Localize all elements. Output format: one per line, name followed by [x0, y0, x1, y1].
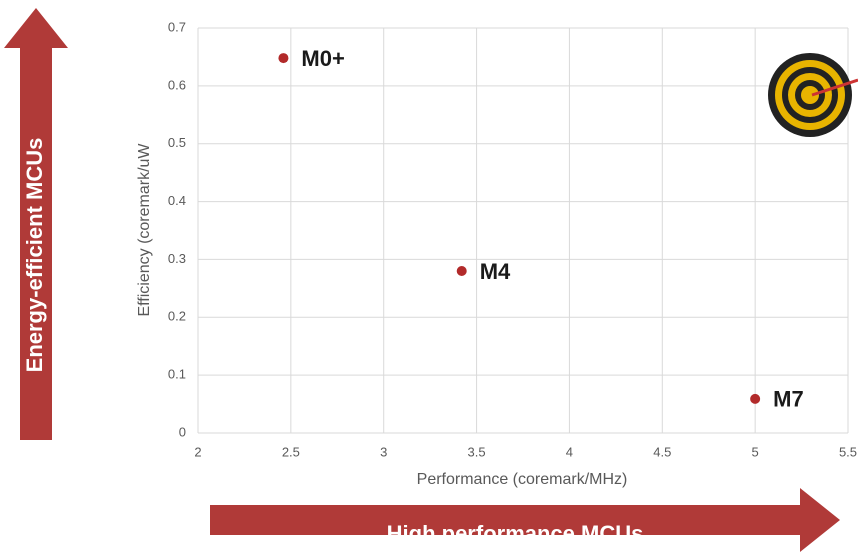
- y-tick-label: 0.5: [168, 135, 186, 150]
- y-tick-label: 0.7: [168, 19, 186, 34]
- x-tick-label: 4: [566, 444, 573, 459]
- point-label: M0+: [301, 46, 344, 71]
- x-tick-label: 3: [380, 444, 387, 459]
- target-icon: [768, 53, 858, 137]
- point: [750, 393, 761, 404]
- y-axis-title: Efficiency (coremark/uW: [136, 143, 153, 317]
- y-tick-label: 0.2: [168, 309, 186, 324]
- point: [456, 266, 467, 276]
- y-tick-label: 0.4: [168, 193, 186, 208]
- point-label: M7: [773, 387, 804, 412]
- point-label: M4: [480, 259, 511, 284]
- point: [278, 53, 289, 64]
- y-tick-label: 0.6: [168, 77, 186, 92]
- y-tick-label: 0.3: [168, 251, 186, 266]
- y-tick-label: 0: [179, 424, 186, 439]
- x-tick-label: 2: [194, 444, 201, 459]
- x-tick-label: 4.5: [653, 444, 671, 459]
- horizontal-arrow-label: High performance MCUs: [387, 521, 644, 546]
- x-tick-label: 3.5: [468, 444, 486, 459]
- horizontal-arrow: [210, 488, 840, 552]
- x-tick-label: 5: [752, 444, 759, 459]
- x-tick-label: 2.5: [282, 444, 300, 459]
- x-tick-label: 5.5: [839, 444, 857, 459]
- y-tick-label: 0.1: [168, 367, 186, 382]
- vertical-arrow-label: Energy-efficient MCUs: [22, 138, 47, 373]
- vertical-arrow: [4, 8, 68, 440]
- x-axis-title: Performance (coremark/MHz): [417, 471, 628, 488]
